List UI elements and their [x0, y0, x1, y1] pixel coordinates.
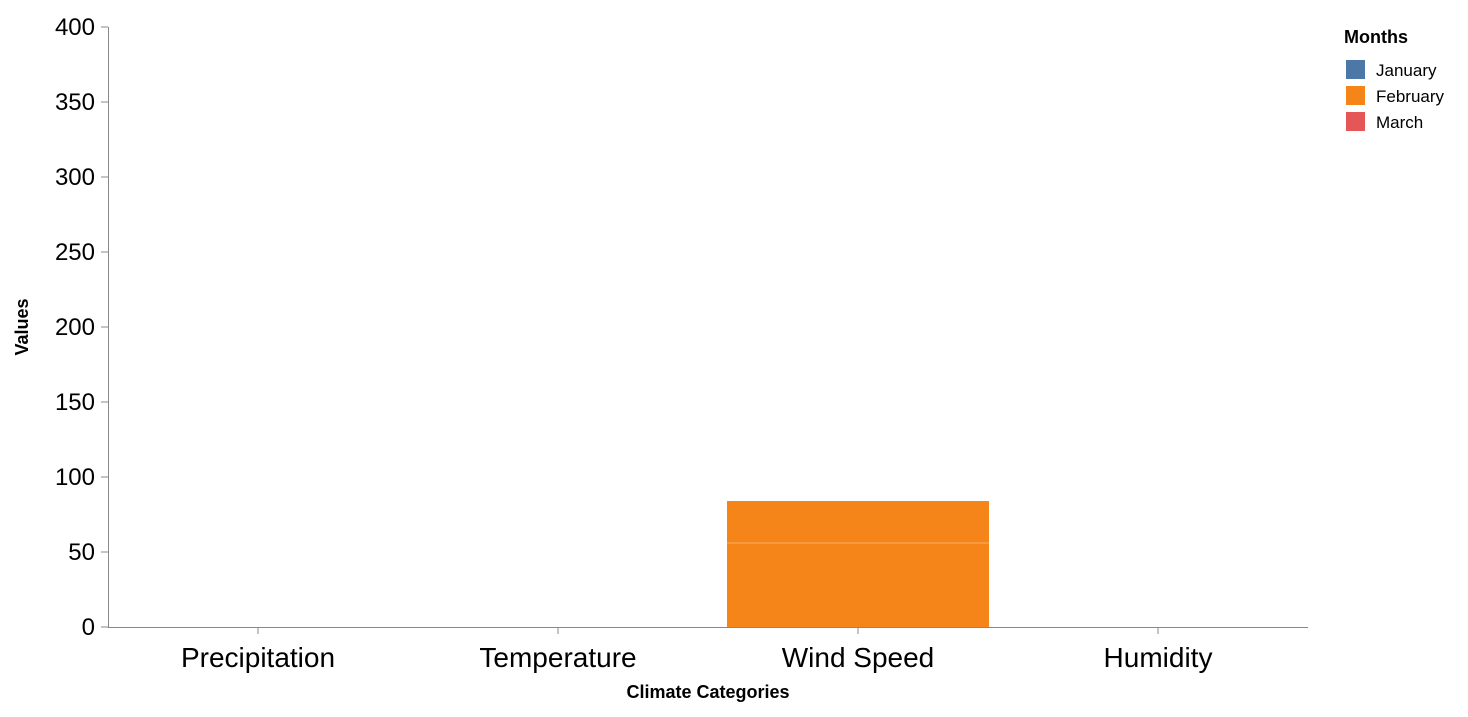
legend-label-february: February: [1376, 87, 1445, 106]
legend-swatch-march: [1346, 112, 1365, 131]
y-tick-label: 100: [55, 464, 95, 491]
legend-title: Months: [1344, 27, 1408, 47]
x-axis-title: Climate Categories: [626, 682, 789, 702]
bars: [727, 501, 989, 627]
legend-label-march: March: [1376, 113, 1423, 132]
y-tick-label: 300: [55, 164, 95, 191]
y-tick-label: 350: [55, 89, 95, 116]
bar-segment-wind-speed-february: [727, 501, 989, 543]
legend-swatch-january: [1346, 60, 1365, 79]
x-tick-label: Temperature: [479, 642, 636, 673]
y-tick-label: 200: [55, 314, 95, 341]
legend: Months January February March: [1344, 27, 1445, 132]
y-tick-label: 50: [68, 539, 95, 566]
y-tick-label: 400: [55, 14, 95, 41]
x-axis: Precipitation Temperature Wind Speed Humidi…: [108, 627, 1308, 673]
y-tick-label: 150: [55, 389, 95, 416]
y-axis: 0 50 100 150 200 250 300 350 400: [55, 14, 109, 641]
y-tick-label: 250: [55, 239, 95, 266]
bar-wind-speed-february: [727, 543, 989, 627]
x-tick-label: Humidity: [1104, 642, 1213, 673]
x-tick-label: Precipitation: [181, 642, 335, 673]
x-tick-label: Wind Speed: [782, 642, 935, 673]
legend-label-january: January: [1376, 61, 1437, 80]
y-axis-title: Values: [12, 298, 32, 355]
y-tick-label: 0: [82, 614, 95, 641]
legend-swatch-february: [1346, 86, 1365, 105]
